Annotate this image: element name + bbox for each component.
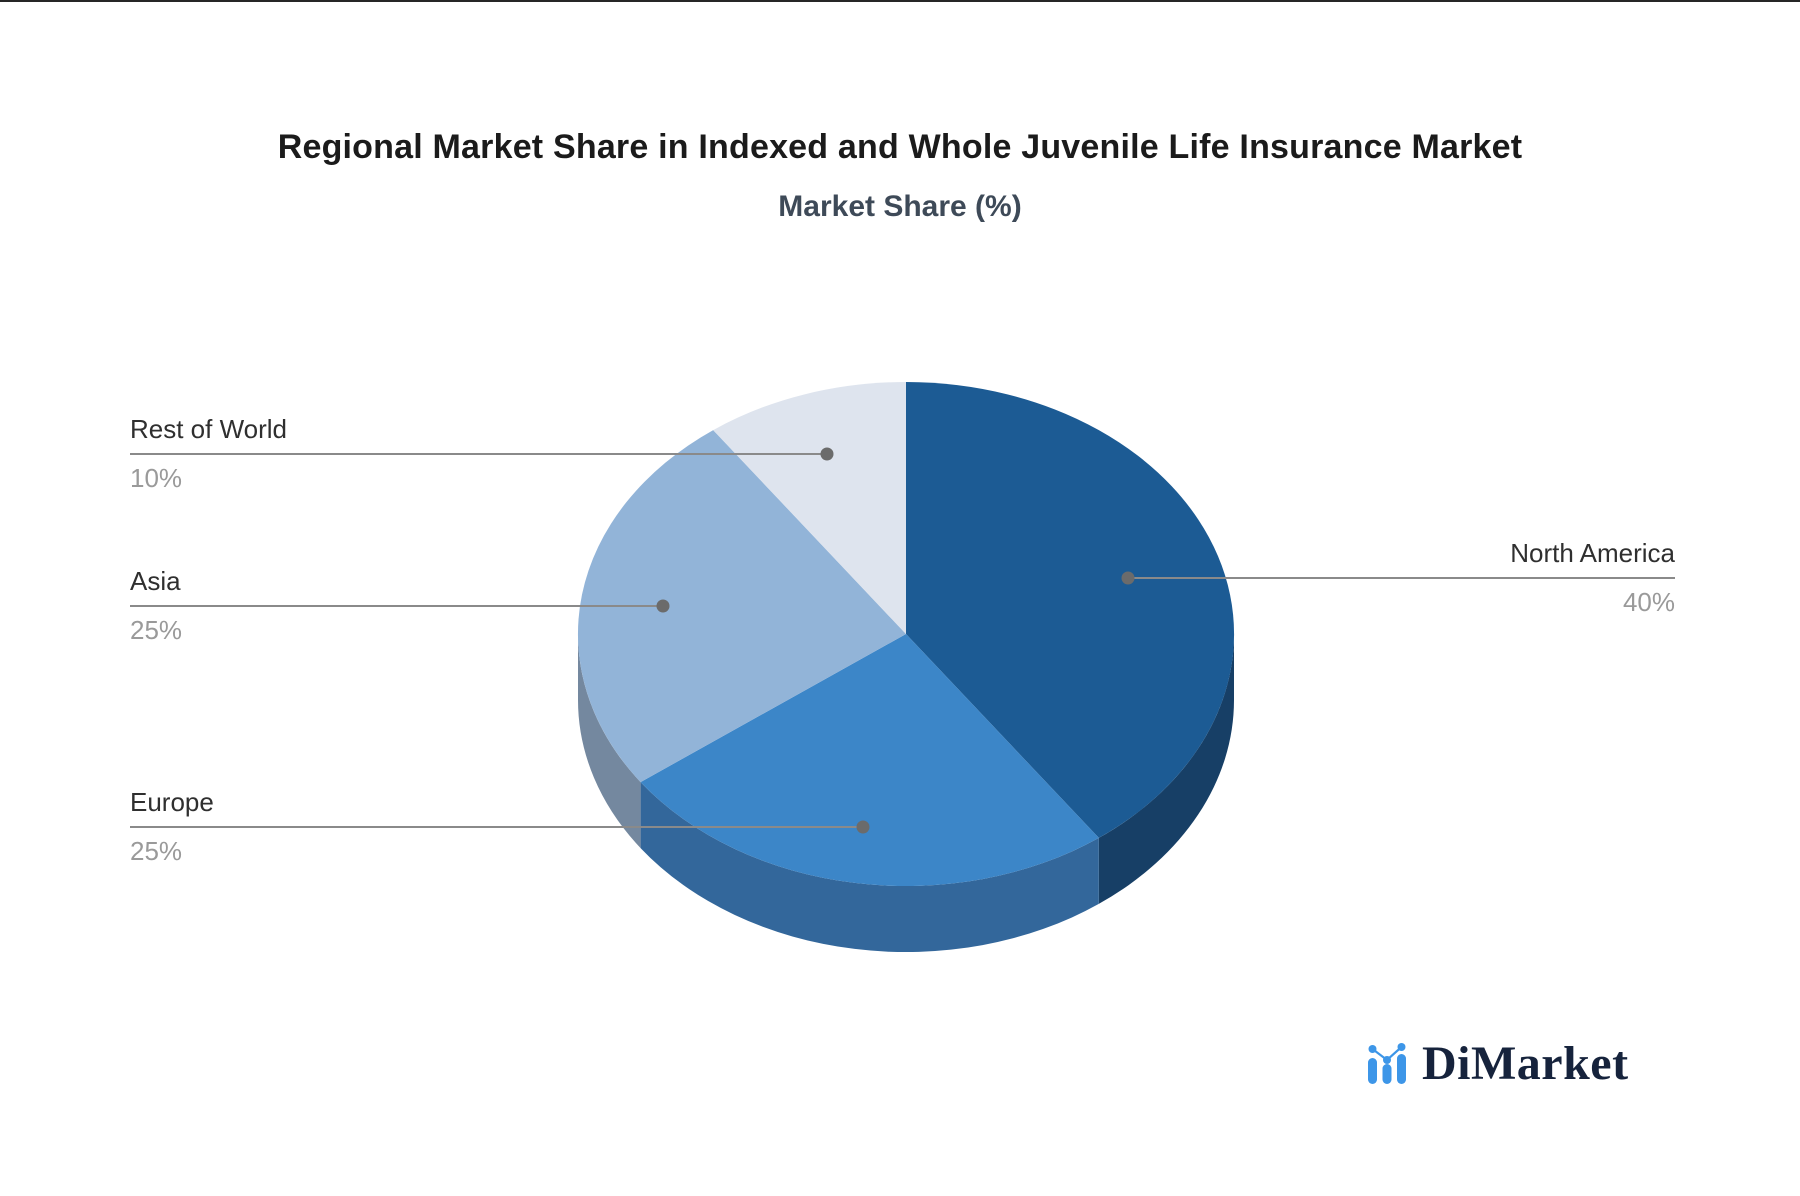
callout-label-rest-of-world: Rest of World xyxy=(130,414,288,444)
leader-dot-europe xyxy=(856,820,870,834)
callout-pct-north-america: 40% xyxy=(1622,587,1675,617)
dimarket-logo-text: DiMarket xyxy=(1422,1037,1629,1090)
logo-bar-2 xyxy=(1382,1064,1392,1084)
pie-slice-europe xyxy=(640,634,1099,887)
callout-pct-asia: 25% xyxy=(130,615,183,645)
leader-dot-rest-of-world xyxy=(820,447,834,461)
pie-slice-side-north-america xyxy=(1098,634,1234,904)
pie-slice-asia xyxy=(577,430,906,783)
leader-dot-north-america xyxy=(1121,571,1135,585)
callout-label-europe: Europe xyxy=(130,787,214,817)
pie-slice-north-america xyxy=(906,382,1235,838)
callout-pct-rest-of-world: 10% xyxy=(130,463,183,493)
logo-dot-1 xyxy=(1368,1045,1377,1053)
callout-pct-europe: 25% xyxy=(130,836,183,866)
callout-label-north-america: North America xyxy=(1510,538,1675,568)
logo-dot-2 xyxy=(1383,1056,1391,1064)
pie-slice-side-europe xyxy=(640,782,1099,953)
pie-slice-rest-of-world xyxy=(713,382,906,634)
dimarket-logo: DiMarket xyxy=(1360,1036,1629,1088)
logo-dot-3 xyxy=(1397,1043,1406,1051)
leader-dot-asia xyxy=(656,599,670,613)
bar-chart-logo-icon xyxy=(1368,1043,1406,1084)
pie-slice-side-asia xyxy=(578,634,641,849)
chart-subtitle: Market Share (%) xyxy=(778,190,1022,223)
chart-title: Regional Market Share in Indexed and Who… xyxy=(277,128,1523,166)
logo-bar-1 xyxy=(1368,1058,1377,1084)
callout-label-asia: Asia xyxy=(130,566,181,596)
logo-bar-3 xyxy=(1397,1054,1406,1084)
